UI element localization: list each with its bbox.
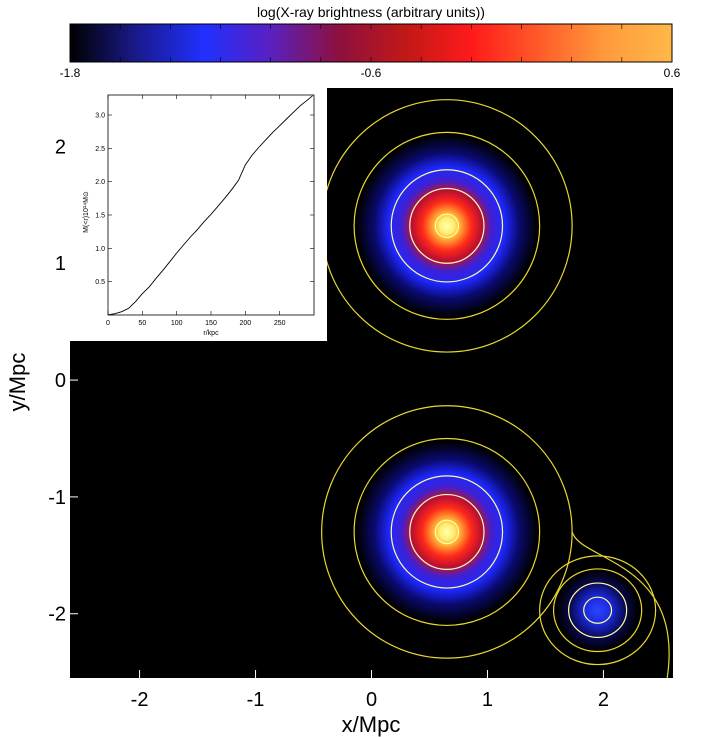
heatmap-source-subcluster [557,569,639,652]
contour-line [409,187,485,264]
contour-line [583,596,613,624]
x-tick-label: -2 [131,689,149,711]
x-tick-label: 1 [482,689,493,711]
heatmap-contours [321,99,670,679]
contour-line [353,437,541,627]
y-tick-label: -2 [48,604,66,626]
y-tick-label: 0 [55,370,66,392]
colorbar-tick-label-max: 0.6 [664,66,681,80]
inset-y-tick-label: 3.0 [95,113,105,120]
inset-mass-profile-line [107,95,313,316]
y-tick-label: -1 [48,487,66,509]
inset-y-tick-label: 1.0 [95,246,105,253]
colorbar-tick-label-min: -1.8 [60,66,81,80]
heatmap-source-cluster-south [356,440,538,624]
colorbar: log(X-ray brightness (arbitrary units)) … [60,4,681,80]
x-tick-label: -1 [247,689,265,711]
heatmap-sources [356,134,639,652]
contour-line [434,213,460,239]
colorbar-gradient [69,23,673,63]
inset-axes: 0 50 100 150 200 250 0.5 1.0 1.5 2.0 2.5 3.0 [95,95,314,327]
inset-y-tick-label: 1.5 [95,213,105,220]
heatmap-source-cluster-north [356,134,538,317]
inset-x-tick-label: 100 [171,320,183,327]
x-axis-label: x/Mpc [342,712,401,737]
contour-line [539,555,657,666]
inset-y-axis-label: M(<r)10¹⁴M⊙ [83,191,90,233]
colorbar-label: log(X-ray brightness (arbitrary units)) [257,4,485,20]
y-axis-label: y/Mpc [5,353,30,412]
x-tick-label: 0 [366,689,377,711]
y-tick-label: 2 [55,136,66,158]
colorbar-tick-label-mid: -0.6 [361,66,382,80]
contour-line [353,131,541,320]
contour-line [434,519,460,545]
inset-x-tick-label: 0 [106,320,110,327]
inset-y-tick-label: 0.5 [95,279,105,286]
inset-x-axis-label: r/kpc [203,330,219,337]
inset-x-tick-label: 250 [274,320,286,327]
contour-line [409,493,485,570]
colorbar-ticks [69,24,673,62]
inset-x-tick-label: 150 [205,320,217,327]
heatmap-axes: -2 -1 0 1 2 -2 -1 0 1 2 [48,136,609,711]
inset-x-tick-label: 50 [138,320,146,327]
inset-background [70,88,327,341]
inset-x-tick-label: 200 [239,320,251,327]
contour-envelope [571,531,670,679]
contour-line [390,169,504,283]
contour-line [390,475,504,589]
contour-line [568,582,628,639]
inset-y-tick-label: 2.5 [95,146,105,153]
inset-y-tick-label: 2.0 [95,179,105,186]
y-tick-label: 1 [55,253,66,275]
x-tick-label: 2 [598,689,609,711]
contour-line [552,568,643,653]
